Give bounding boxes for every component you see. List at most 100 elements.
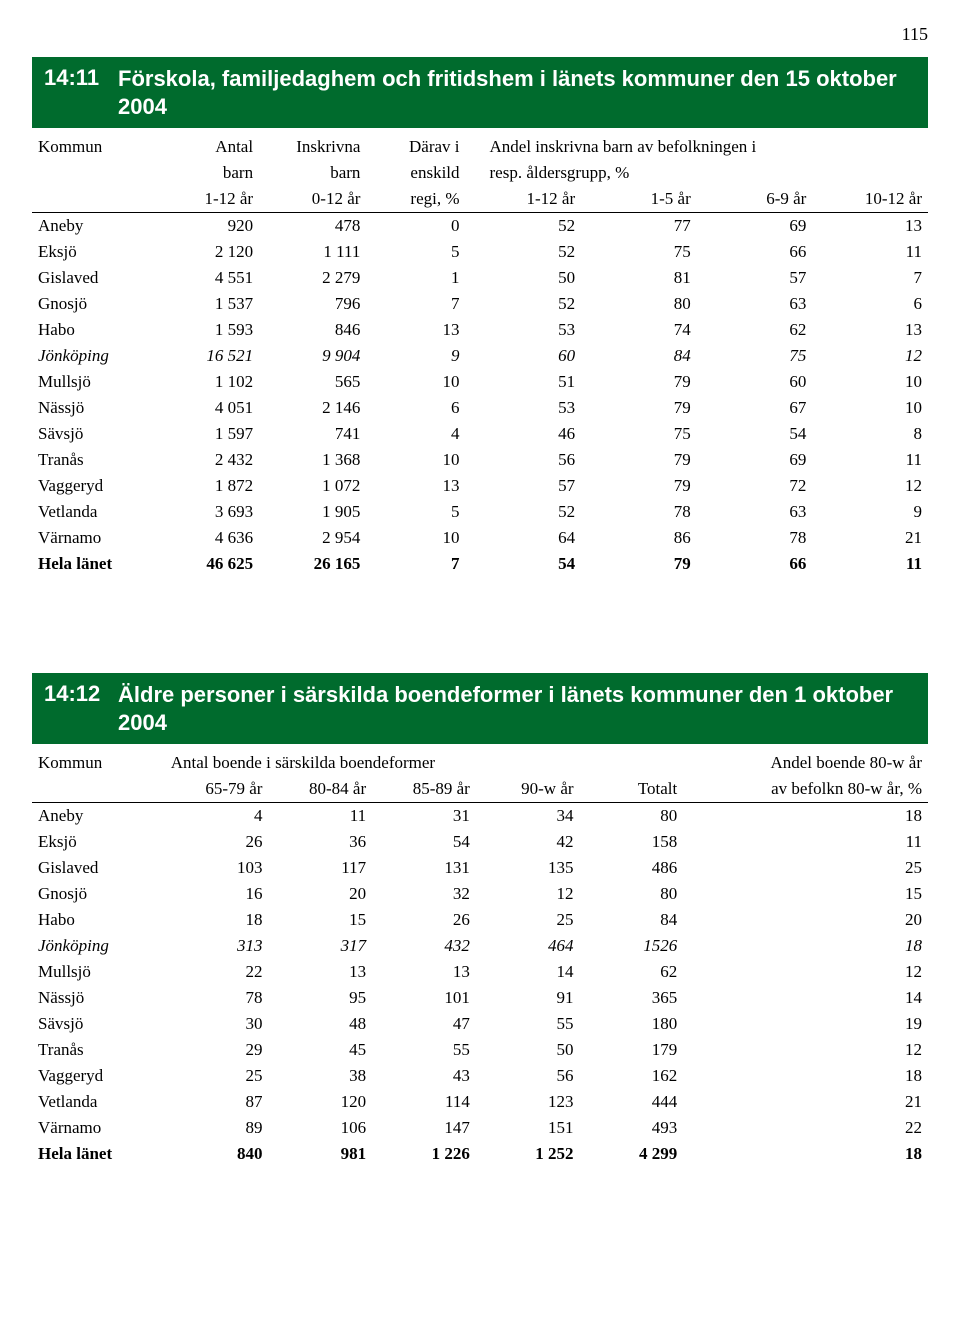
cell: 444	[580, 1089, 684, 1115]
table-2-header: Kommun Antal boende i särskilda boendefo…	[32, 750, 928, 803]
cell: 741	[259, 421, 366, 447]
cell: 135	[476, 855, 580, 881]
cell: 42	[476, 829, 580, 855]
cell: 69	[697, 213, 813, 240]
cell: 79	[581, 395, 697, 421]
row-name: Sävsjö	[32, 421, 164, 447]
cell: 67	[697, 395, 813, 421]
cell: 91	[476, 985, 580, 1011]
table-row: Värnamo8910614715149322	[32, 1115, 928, 1141]
t1-h-span-a: Andel inskrivna barn av befolkningen i	[466, 134, 928, 160]
cell: 51	[466, 369, 582, 395]
cell: 1 102	[164, 369, 259, 395]
cell: 48	[268, 1011, 372, 1037]
cell: 89	[165, 1115, 269, 1141]
cell: 13	[812, 213, 928, 240]
row-name: Mullsjö	[32, 959, 165, 985]
cell: 80	[580, 881, 684, 907]
cell: 34	[476, 803, 580, 830]
t1-h-col4c: 1-12 år	[466, 186, 582, 213]
cell: 86	[581, 525, 697, 551]
row-name: Värnamo	[32, 525, 164, 551]
table-row: Gislaved4 5512 27915081577	[32, 265, 928, 291]
cell: 12	[683, 959, 928, 985]
cell: 54	[697, 421, 813, 447]
cell: 22	[165, 959, 269, 985]
cell: 18	[165, 907, 269, 933]
cell: 12	[812, 343, 928, 369]
cell: 66	[697, 239, 813, 265]
cell: 30	[165, 1011, 269, 1037]
table-1-header: Kommun Antal Inskrivna Därav i Andel ins…	[32, 134, 928, 213]
cell: 56	[476, 1063, 580, 1089]
table-row: Nässjö78951019136514	[32, 985, 928, 1011]
table-row: Jönköping16 5219 904960847512	[32, 343, 928, 369]
cell: 12	[476, 881, 580, 907]
cell: 54	[466, 551, 582, 577]
cell: 117	[268, 855, 372, 881]
row-name: Aneby	[32, 213, 164, 240]
cell: 25	[165, 1063, 269, 1089]
cell: 2 954	[259, 525, 366, 551]
cell: 15	[268, 907, 372, 933]
t1-h-col3c: regi, %	[366, 186, 465, 213]
cell: 158	[580, 829, 684, 855]
cell: 179	[580, 1037, 684, 1063]
cell: 920	[164, 213, 259, 240]
cell: 87	[165, 1089, 269, 1115]
cell: 151	[476, 1115, 580, 1141]
cell: 11	[812, 447, 928, 473]
t1-h-col3b: enskild	[366, 160, 465, 186]
cell: 9	[812, 499, 928, 525]
cell: 50	[466, 265, 582, 291]
cell: 1 597	[164, 421, 259, 447]
cell: 52	[466, 499, 582, 525]
cell: 162	[580, 1063, 684, 1089]
table-1: Kommun Antal Inskrivna Därav i Andel ins…	[32, 134, 928, 577]
t2-h-c2: 80-84 år	[268, 776, 372, 803]
cell: 60	[466, 343, 582, 369]
cell: 57	[466, 473, 582, 499]
cell: 57	[697, 265, 813, 291]
table-row: Aneby41131348018	[32, 803, 928, 830]
row-name: Tranås	[32, 447, 164, 473]
t2-h-c4: 90-w år	[476, 776, 580, 803]
cell: 64	[466, 525, 582, 551]
cell: 53	[466, 395, 582, 421]
cell: 103	[165, 855, 269, 881]
cell: 38	[268, 1063, 372, 1089]
cell: 1 368	[259, 447, 366, 473]
row-name: Jönköping	[32, 343, 164, 369]
cell: 5	[366, 499, 465, 525]
t1-h-col7c: 10-12 år	[812, 186, 928, 213]
cell: 4	[366, 421, 465, 447]
t1-h-col6c: 6-9 år	[697, 186, 813, 213]
cell: 981	[268, 1141, 372, 1167]
table-row: Aneby920478052776913	[32, 213, 928, 240]
cell: 14	[476, 959, 580, 985]
row-name: Sävsjö	[32, 1011, 165, 1037]
cell: 4 636	[164, 525, 259, 551]
cell: 29	[165, 1037, 269, 1063]
cell: 1 072	[259, 473, 366, 499]
row-name: Jönköping	[32, 933, 165, 959]
cell: 10	[366, 525, 465, 551]
cell: 11	[812, 239, 928, 265]
cell: 10	[366, 369, 465, 395]
cell: 18	[683, 1141, 928, 1167]
cell: 46	[466, 421, 582, 447]
t1-h-col2a: Inskrivna	[259, 134, 366, 160]
t2-h-col0: Kommun	[32, 750, 165, 776]
cell: 52	[466, 239, 582, 265]
t2-h-c5: Totalt	[580, 776, 684, 803]
table-row: Eksjö2 1201 111552756611	[32, 239, 928, 265]
row-name: Tranås	[32, 1037, 165, 1063]
page-number: 115	[32, 24, 928, 45]
row-name: Gislaved	[32, 855, 165, 881]
cell: 6	[366, 395, 465, 421]
table-1-body: Aneby920478052776913Eksjö2 1201 11155275…	[32, 213, 928, 578]
cell: 20	[683, 907, 928, 933]
cell: 75	[697, 343, 813, 369]
cell: 114	[372, 1089, 476, 1115]
cell: 22	[683, 1115, 928, 1141]
